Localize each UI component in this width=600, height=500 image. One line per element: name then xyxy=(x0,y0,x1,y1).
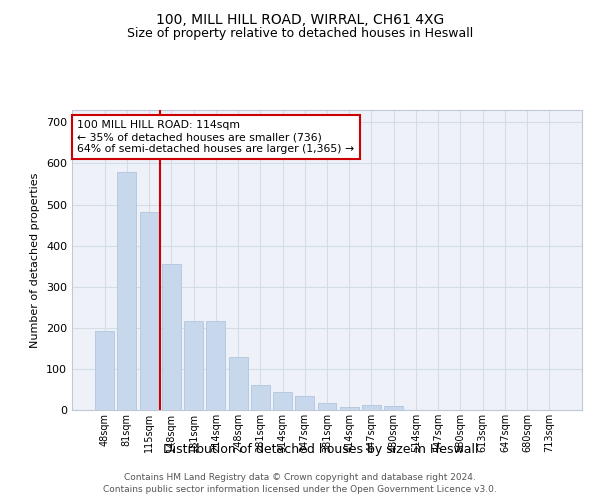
Bar xyxy=(95,330,114,410)
Bar xyxy=(295,396,314,410)
Bar xyxy=(184,321,203,410)
Bar xyxy=(273,392,292,410)
Text: 100 MILL HILL ROAD: 114sqm
← 35% of detached houses are smaller (736)
64% of sem: 100 MILL HILL ROAD: 114sqm ← 35% of deta… xyxy=(77,120,354,154)
Bar xyxy=(206,321,225,410)
Text: Distribution of detached houses by size in Heswall: Distribution of detached houses by size … xyxy=(163,442,479,456)
Bar xyxy=(140,212,158,410)
Bar xyxy=(362,406,381,410)
Bar xyxy=(384,406,403,410)
Text: Size of property relative to detached houses in Heswall: Size of property relative to detached ho… xyxy=(127,28,473,40)
Y-axis label: Number of detached properties: Number of detached properties xyxy=(31,172,40,348)
Text: Contains HM Land Registry data © Crown copyright and database right 2024.: Contains HM Land Registry data © Crown c… xyxy=(124,472,476,482)
Text: Contains public sector information licensed under the Open Government Licence v3: Contains public sector information licen… xyxy=(103,485,497,494)
Bar xyxy=(317,404,337,410)
Bar xyxy=(340,406,359,410)
Bar xyxy=(118,172,136,410)
Bar xyxy=(162,264,181,410)
Text: 100, MILL HILL ROAD, WIRRAL, CH61 4XG: 100, MILL HILL ROAD, WIRRAL, CH61 4XG xyxy=(156,12,444,26)
Bar xyxy=(251,384,270,410)
Bar xyxy=(229,356,248,410)
